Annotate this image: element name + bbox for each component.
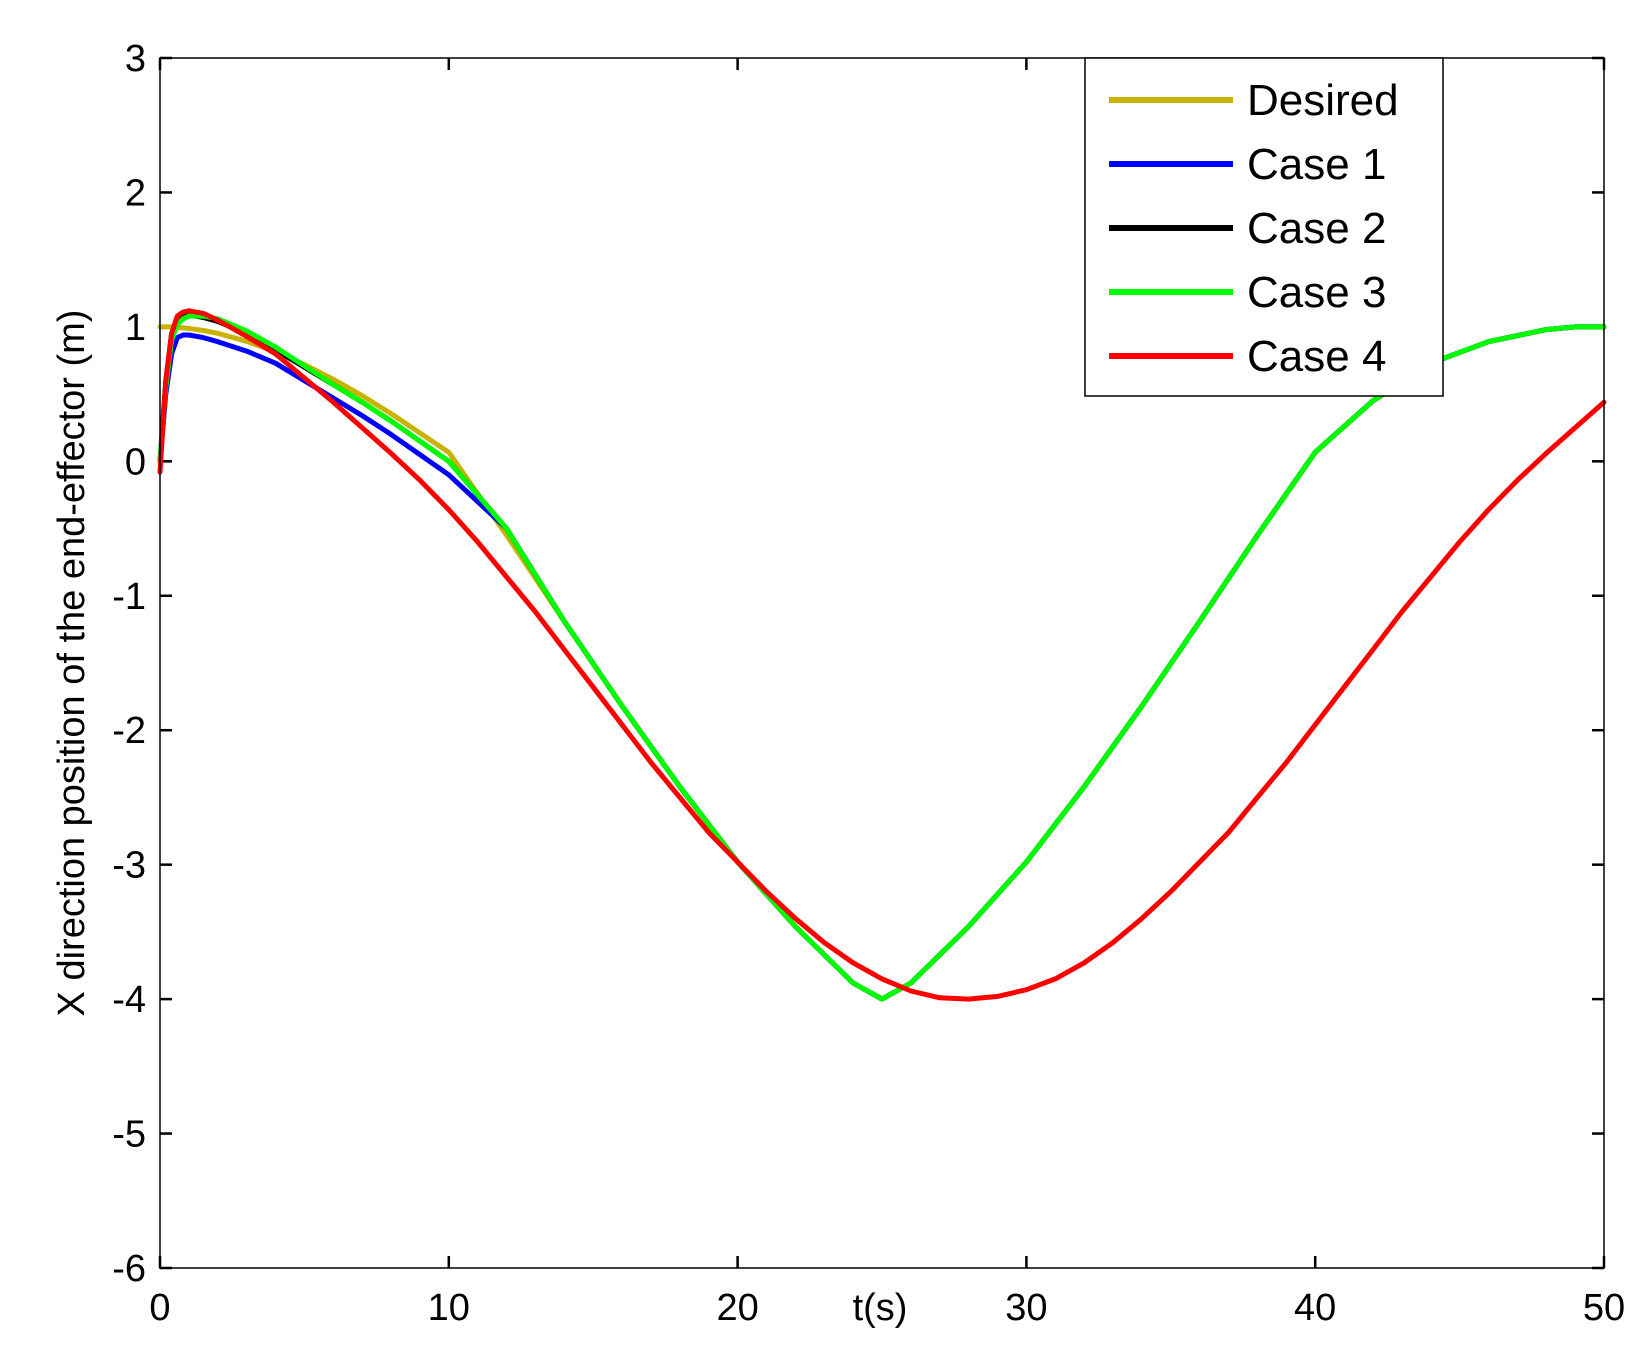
x-tick-labels: 0 10 20 30 40 50 <box>149 1287 1625 1329</box>
x-tick-label-4: 40 <box>1294 1287 1336 1329</box>
x-tick-label-2: 20 <box>716 1287 758 1329</box>
y-tick-label-6: -3 <box>112 845 146 887</box>
legend-label-3: Case 3 <box>1247 268 1386 317</box>
legend-label-4: Case 4 <box>1247 332 1386 381</box>
y-tick-label-3: 0 <box>125 441 146 483</box>
y-tick-label-4: -1 <box>112 576 146 618</box>
series-line-4 <box>157 308 1607 1002</box>
axes-frame <box>159 57 1605 1269</box>
y-tick-label-9: -6 <box>112 1248 146 1290</box>
y-tick-label-1: 2 <box>125 172 146 214</box>
x-tick-label-0: 0 <box>149 1287 170 1329</box>
y-tick-labels: 3 2 1 0 -1 -2 -3 -4 -5 -6 <box>112 38 146 1290</box>
x-axis-label: t(s) <box>853 1287 908 1329</box>
legend-label-0: Desired <box>1247 76 1399 125</box>
x-tick-label-3: 30 <box>1005 1287 1047 1329</box>
y-tick-label-7: -4 <box>112 979 146 1021</box>
y-tick-label-5: -2 <box>112 710 146 752</box>
x-tick-label-1: 10 <box>428 1287 470 1329</box>
legend-label-2: Case 2 <box>1247 204 1386 253</box>
series-lines <box>157 308 1607 1002</box>
y-tick-label-8: -5 <box>112 1114 146 1156</box>
y-tick-label-2: 1 <box>125 307 146 349</box>
x-tick-label-5: 50 <box>1583 1287 1625 1329</box>
legend-items: Desired Case 1 Case 2 Case 3 Case 4 <box>1109 76 1399 381</box>
y-axis-label: X direction position of the end-effector… <box>51 310 93 1017</box>
legend: Desired Case 1 Case 2 Case 3 Case 4 <box>1084 57 1444 397</box>
y-tick-label-0: 3 <box>125 38 146 80</box>
legend-label-1: Case 1 <box>1247 140 1386 189</box>
